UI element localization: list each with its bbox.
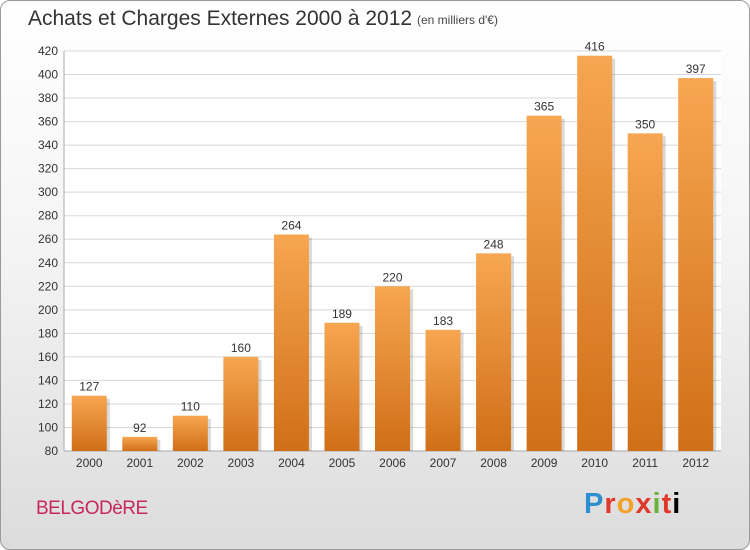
y-tick-label: 120 [38, 397, 58, 411]
bar [273, 234, 309, 451]
bar-value-label: 264 [281, 219, 301, 233]
y-tick-label: 180 [38, 326, 58, 340]
y-tick-label: 360 [38, 115, 58, 129]
y-tick-label: 300 [38, 185, 58, 199]
bar-value-label: 416 [585, 40, 605, 54]
bar-value-label: 220 [382, 270, 402, 284]
bar-value-label: 92 [133, 421, 147, 435]
y-tick-label: 220 [38, 279, 58, 293]
y-tick-label: 160 [38, 350, 58, 364]
x-tick-label: 2010 [581, 456, 608, 470]
y-tick-label: 80 [45, 444, 59, 458]
y-tick-label: 340 [38, 138, 58, 152]
x-tick-label: 2000 [76, 456, 103, 470]
chart-unit: (en milliers d'€) [417, 13, 498, 27]
x-tick-label: 2009 [531, 456, 558, 470]
y-tick-label: 400 [38, 68, 58, 82]
x-tick-label: 2008 [480, 456, 507, 470]
bar [476, 253, 512, 451]
bar [425, 329, 461, 451]
x-tick-label: 2002 [177, 456, 204, 470]
y-tick-label: 240 [38, 256, 58, 270]
bar [71, 395, 107, 451]
proxiti-logo: Proxiti [584, 488, 682, 520]
chart-title: Achats et Charges Externes 2000 à 2012 [28, 7, 413, 30]
y-tick-label: 260 [38, 232, 58, 246]
bar [627, 133, 663, 451]
bar [324, 322, 360, 451]
bar-value-label: 183 [433, 314, 453, 328]
bar [526, 115, 562, 452]
bar-value-label: 127 [79, 380, 99, 394]
place-name: BELGODèRE [36, 498, 148, 519]
y-tick-label: 100 [38, 420, 58, 434]
y-tick-label: 140 [38, 373, 58, 387]
x-tick-label: 2006 [379, 456, 406, 470]
bar [223, 356, 259, 451]
bar-value-label: 350 [635, 117, 655, 131]
bar-value-label: 110 [181, 400, 200, 414]
bar-value-label: 189 [332, 307, 352, 321]
y-tick-label: 280 [38, 209, 58, 223]
bar-value-label: 160 [231, 341, 251, 355]
y-tick-label: 200 [38, 303, 58, 317]
x-tick-label: 2004 [278, 456, 305, 470]
x-tick-label: 2003 [228, 456, 255, 470]
bar-value-label: 397 [686, 62, 706, 76]
bar [375, 286, 410, 451]
bar [678, 78, 714, 451]
y-tick-label: 320 [38, 162, 58, 176]
x-tick-label: 2005 [329, 456, 356, 470]
y-tick-label: 420 [38, 44, 58, 58]
bar-value-label: 365 [534, 100, 554, 114]
x-tick-label: 2011 [632, 456, 658, 470]
x-tick-label: 2012 [682, 456, 709, 470]
bar [172, 415, 208, 451]
bar [577, 55, 613, 452]
x-tick-label: 2007 [430, 456, 457, 470]
x-tick-label: 2001 [126, 456, 153, 470]
bar [122, 436, 158, 451]
y-tick-label: 380 [38, 91, 58, 105]
bar-value-label: 248 [484, 237, 504, 251]
